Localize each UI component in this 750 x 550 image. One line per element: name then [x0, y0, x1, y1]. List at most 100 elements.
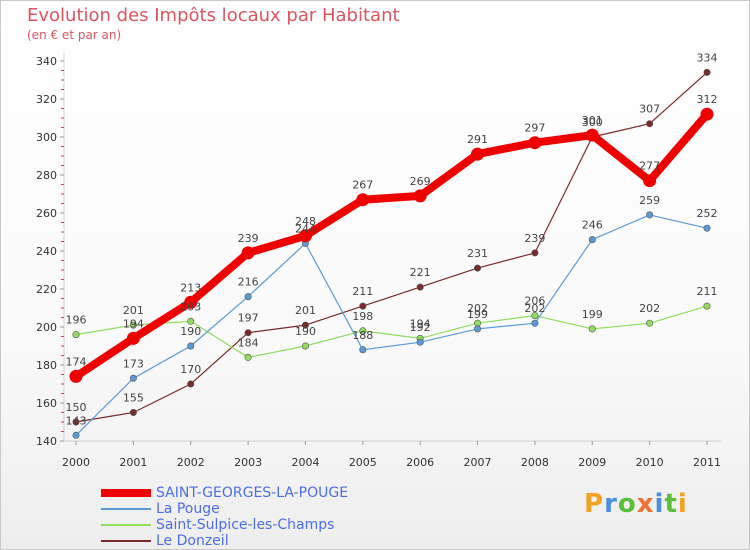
x-tick-label: 2001: [119, 456, 147, 469]
legend-swatch: [101, 540, 151, 542]
y-tick-label: 200: [36, 321, 57, 334]
data-point: [531, 312, 539, 320]
data-point: [359, 302, 367, 310]
data-point: [301, 321, 309, 329]
x-tick-label: 2002: [177, 456, 205, 469]
data-label: 201: [295, 304, 316, 317]
data-label: 188: [352, 329, 373, 342]
x-tick-label: 2005: [349, 456, 377, 469]
data-point: [703, 224, 711, 232]
data-label: 155: [123, 392, 144, 405]
data-label: 190: [295, 325, 316, 338]
data-label: 291: [467, 133, 488, 146]
series-line-3: [75, 71, 708, 423]
data-point: [129, 374, 137, 382]
data-point: [646, 120, 654, 128]
x-tick-label: 2003: [234, 456, 262, 469]
y-tick-label: 260: [36, 207, 57, 220]
data-label: 239: [524, 232, 545, 245]
data-point: [69, 369, 83, 383]
data-label: 307: [639, 103, 660, 116]
data-point: [474, 325, 482, 333]
data-label: 170: [180, 363, 201, 376]
data-point: [72, 418, 80, 426]
x-tick-label: 2009: [578, 456, 606, 469]
data-label: 252: [697, 207, 718, 220]
data-label: 312: [697, 93, 718, 106]
data-point: [585, 128, 599, 142]
data-label: 194: [123, 317, 144, 330]
x-tick-label: 2010: [636, 456, 664, 469]
y-tick-label: 140: [36, 435, 57, 448]
x-tick-label: 2007: [464, 456, 492, 469]
x-tick-label: 2006: [406, 456, 434, 469]
legend-swatch: [101, 489, 151, 497]
data-label: 259: [639, 194, 660, 207]
data-label: 192: [410, 321, 431, 334]
y-tick-label: 320: [36, 93, 57, 106]
data-label: 297: [524, 122, 545, 135]
data-point: [187, 380, 195, 388]
data-point: [531, 249, 539, 257]
data-label: 211: [352, 285, 373, 298]
data-label: 334: [697, 51, 718, 64]
data-point: [126, 331, 140, 345]
data-label: 267: [352, 179, 373, 192]
data-label: 206: [524, 295, 545, 308]
data-label: 199: [582, 308, 603, 321]
data-label: 244: [295, 222, 316, 235]
data-label: 150: [66, 401, 87, 414]
data-point: [72, 331, 80, 339]
data-label: 143: [66, 414, 87, 427]
data-label: 203: [180, 300, 201, 313]
data-label: 213: [180, 281, 201, 294]
data-point: [703, 68, 711, 76]
data-point: [700, 107, 714, 121]
data-point: [298, 229, 312, 243]
data-point: [416, 338, 424, 346]
y-tick-label: 300: [36, 131, 57, 144]
proxiti-logo: Proxiti: [584, 489, 688, 519]
x-tick-label: 2011: [693, 456, 721, 469]
legend-label: Saint-Sulpice-les-Champs: [156, 517, 335, 533]
data-label: 199: [467, 308, 488, 321]
data-point: [474, 264, 482, 272]
chart-title: Evolution des Impôts locaux par Habitant: [27, 5, 400, 26]
data-point: [187, 317, 195, 325]
data-point: [187, 342, 195, 350]
data-label: 174: [66, 355, 87, 368]
data-label: 239: [238, 232, 259, 245]
legend-swatch: [101, 508, 151, 510]
data-point: [129, 321, 137, 329]
chart-subtitle: (en € et par an): [27, 28, 122, 42]
data-label: 231: [467, 247, 488, 260]
legend-label: SAINT-GEORGES-LA-POUGE: [156, 485, 349, 501]
data-label: 211: [697, 285, 718, 298]
data-point: [646, 211, 654, 219]
data-label: 197: [238, 312, 259, 325]
data-label: 277: [639, 160, 660, 173]
data-point: [184, 295, 198, 309]
data-point: [471, 147, 485, 161]
data-point: [244, 329, 252, 337]
y-tick-label: 240: [36, 245, 57, 258]
legend-swatch: [101, 524, 151, 526]
data-point: [359, 346, 367, 354]
data-point: [413, 189, 427, 203]
data-label: 201: [123, 304, 144, 317]
data-point: [241, 246, 255, 260]
x-tick-label: 2004: [291, 456, 319, 469]
data-label: 196: [66, 314, 87, 327]
data-point: [703, 302, 711, 310]
data-point: [301, 342, 309, 350]
data-point: [129, 408, 137, 416]
legend-label: Le Donzeil: [156, 533, 229, 549]
y-tick-label: 220: [36, 283, 57, 296]
data-point: [588, 236, 596, 244]
x-tick-label: 2000: [62, 456, 90, 469]
data-label: 202: [467, 302, 488, 315]
data-point: [244, 353, 252, 361]
y-tick-label: 280: [36, 169, 57, 182]
data-label: 269: [410, 175, 431, 188]
